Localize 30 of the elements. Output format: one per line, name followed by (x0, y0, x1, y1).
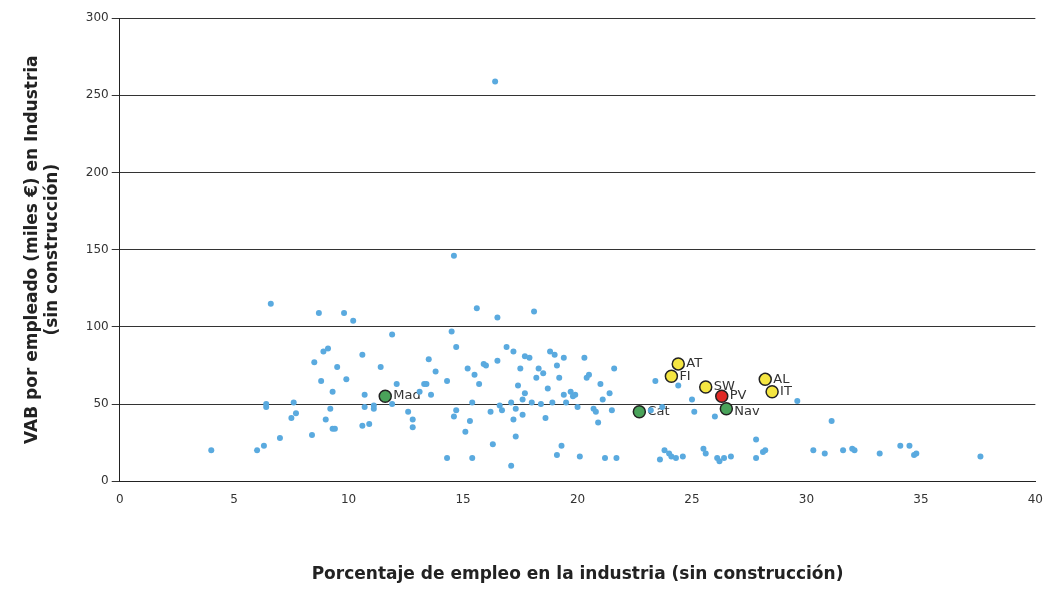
x-tick-label: 35 (913, 491, 929, 506)
point (671, 357, 686, 371)
point (765, 384, 779, 399)
annotation: IT (780, 383, 792, 399)
y-tick-label: 150 (85, 241, 109, 256)
y-axis-title: VAB por empleado (miles €) en Industria (sin construcción) (20, 55, 62, 444)
point (378, 389, 392, 404)
y-tick-label: 50 (93, 396, 109, 411)
point (664, 369, 679, 383)
point (715, 389, 729, 404)
x-tick-label: 25 (684, 491, 700, 506)
annotation: AL (773, 370, 791, 386)
x-tick-label: 0 (115, 491, 124, 506)
x-tick-label: 15 (455, 491, 471, 506)
annotation: Nav (734, 403, 761, 419)
point (719, 401, 734, 416)
x-tick-label: 30 (798, 491, 815, 506)
point (758, 372, 772, 387)
point (698, 380, 713, 394)
y-tick-label: 250 (85, 87, 109, 102)
x-tick-label: 40 (1027, 491, 1044, 506)
point (632, 405, 647, 419)
y-tick-label: 100 (85, 318, 109, 333)
y-tick-label: 300 (85, 10, 109, 25)
x-tick-label: 20 (569, 491, 586, 506)
x-tick-label: 10 (340, 491, 357, 506)
y-tick-label: 0 (101, 473, 109, 488)
x-axis-title: Porcentaje de empleo en la industria (sin construcción) (311, 563, 844, 584)
x-tick-label: 5 (230, 491, 238, 506)
y-tick-label: 200 (85, 164, 109, 179)
